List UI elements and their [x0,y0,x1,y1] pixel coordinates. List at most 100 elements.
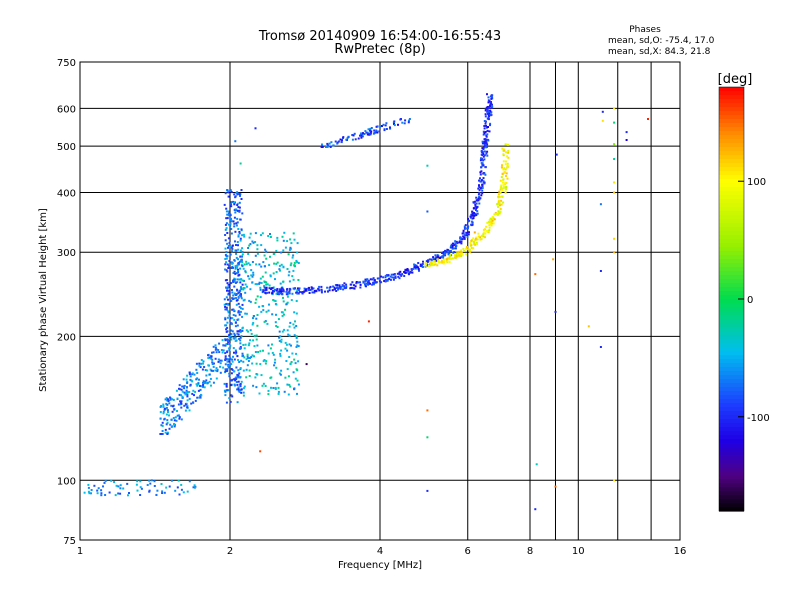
data-point [207,364,210,367]
data-point [290,262,293,265]
colorbar-band [719,307,744,312]
data-point [219,359,222,362]
data-point [441,261,444,264]
y-axis-label: Stationary phase Virtual Height [km] [38,208,49,392]
data-point [230,191,233,194]
data-point [220,349,223,351]
data-point [296,392,298,395]
colorbar-label: [deg] [718,72,753,87]
data-point [237,333,240,336]
data-point [224,368,227,371]
data-point [296,369,299,372]
colorbar-band [719,231,744,236]
data-point [191,380,194,383]
data-point [234,230,237,233]
data-point [414,267,417,270]
data-point [466,233,469,236]
data-point [254,283,257,286]
data-point [241,247,244,250]
data-point [178,417,181,420]
data-point [471,210,474,213]
data-point [161,490,164,493]
data-point [480,162,483,164]
data-point [473,214,476,217]
data-point [382,276,385,279]
data-point [389,275,392,278]
data-point [613,107,616,110]
data-point [196,384,199,387]
data-point [281,293,284,296]
data-point [613,479,616,482]
data-point [265,283,268,286]
data-point [278,330,281,333]
data-point [456,242,459,245]
data-point [365,285,367,288]
data-point [464,227,467,230]
data-point [186,386,188,389]
data-point [237,389,240,392]
data-point [275,366,278,369]
data-point [485,126,488,129]
data-point [236,204,239,206]
data-point [486,229,488,232]
colorbar-band [719,427,744,432]
colorbar-band [719,487,744,492]
data-point [426,409,429,412]
data-point [384,280,387,282]
data-point [237,192,240,195]
data-point [482,228,485,231]
data-point [487,221,490,223]
data-point [469,215,472,218]
colorbar-band [719,103,744,108]
data-point [339,138,342,141]
data-point [327,290,329,293]
data-point [480,180,483,183]
data-point [235,256,238,259]
data-point [266,291,268,294]
data-point [462,232,465,235]
data-point [249,288,252,291]
data-point [486,154,489,157]
colorbar-band [719,471,744,476]
data-point [251,275,254,278]
data-point [180,406,183,409]
data-point [328,289,331,292]
data-point [114,494,117,497]
data-point [267,344,270,347]
data-point [139,480,142,483]
data-point [128,492,130,494]
colorbar-band [719,395,744,400]
data-point [225,269,228,272]
data-point [249,329,252,332]
data-point [229,214,232,217]
data-point [432,257,435,260]
data-point [417,268,420,271]
data-point [293,238,296,241]
data-point [341,285,344,288]
data-point [291,292,294,295]
data-point [260,374,263,377]
data-point [269,274,272,277]
data-point [279,290,282,293]
data-point [238,232,241,235]
data-point [235,249,238,252]
data-point [242,391,245,394]
data-point [407,121,410,124]
data-point [293,334,296,337]
data-point [224,394,227,397]
data-point [489,124,491,127]
data-point [239,278,242,281]
data-point [239,330,242,333]
data-point [237,388,240,391]
data-point [176,486,179,489]
data-point [248,277,251,280]
data-point [242,299,245,302]
data-point [372,277,375,280]
colorbar-band [719,339,744,344]
data-point [234,352,237,355]
data-point [208,380,211,383]
data-point [223,382,226,385]
data-point [265,288,268,291]
data-point [236,241,239,243]
data-point [224,279,227,282]
